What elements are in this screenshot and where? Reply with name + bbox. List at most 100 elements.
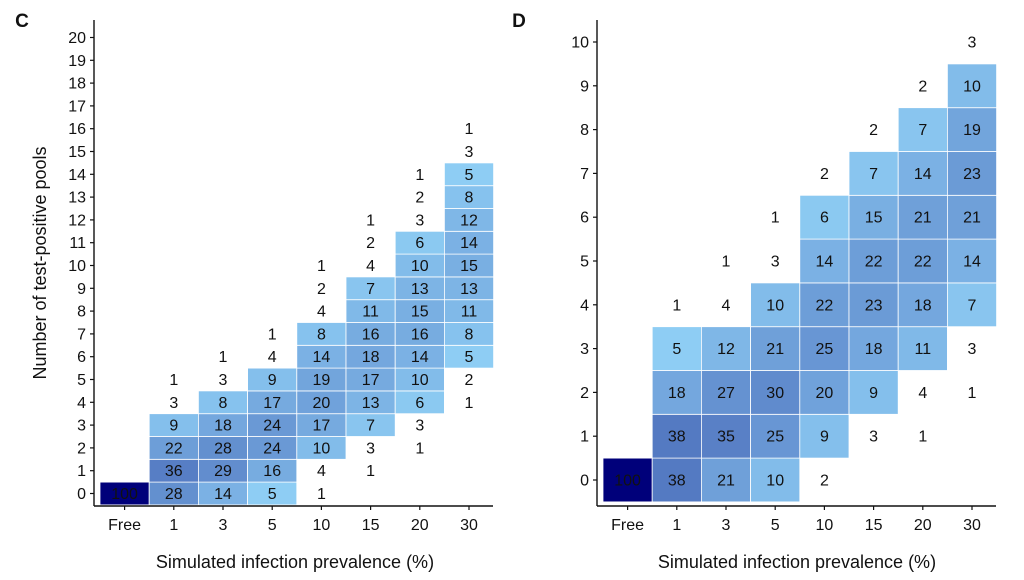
x-tick-label: 15 [362,517,380,534]
x-axis-title: Simulated infection prevalence (%) [156,552,434,572]
cell-value-label: 9 [869,385,878,402]
y-tick-label: 1 [580,429,589,446]
cell-value-label: 8 [317,326,326,343]
cell-value-label: 10 [313,440,331,457]
cell-value-label: 36 [165,463,183,480]
cell-value-label: 14 [313,349,331,366]
cell-value-label: 11 [461,304,478,321]
panel-letter: C [15,11,29,32]
y-tick-label: 10 [571,35,589,52]
cell-value-label: 3 [968,341,977,358]
heatmap-cell [701,413,752,459]
cell-value-label: 4 [317,463,326,480]
y-tick-label: 2 [580,385,589,402]
x-tick-label: 20 [411,517,429,534]
y-tick-label: 9 [580,78,589,95]
cell-value-label: 4 [268,349,277,366]
cell-value-label: 100 [614,473,641,490]
y-tick-label: 0 [580,473,589,490]
cell-value-label: 24 [263,440,281,457]
y-tick-label: 7 [77,326,86,343]
cell-value-label: 1 [672,297,681,314]
cell-value-label: 1 [415,440,424,457]
y-tick-label: 5 [580,254,589,271]
heatmap-cell [443,162,494,187]
cell-value-label: 3 [366,440,375,457]
x-tick-label: 20 [914,517,932,534]
heatmap-cell [651,326,702,371]
cell-value-label: 1 [317,258,326,275]
cell-value-label: 8 [465,326,474,343]
cell-value-label: 18 [214,418,232,435]
heatmap-cell [651,457,702,503]
cell-value-label: 5 [672,341,681,358]
cell-value-label: 10 [411,372,429,389]
y-tick-label: 8 [580,122,589,139]
cell-value-label: 21 [766,341,784,358]
heatmap-cell [897,151,948,196]
heatmap-cell [750,326,801,371]
heatmap-cell [897,326,948,371]
cell-value-label: 2 [820,166,829,183]
y-tick-label: 17 [68,98,86,115]
heatmap-cell [947,63,998,109]
cell-value-label: 13 [460,281,478,298]
heatmap-cell [750,457,801,503]
cell-value-label: 2 [465,372,474,389]
cell-value-label: 18 [914,297,932,314]
cell-value-label: 2 [415,190,424,207]
heatmap-cell [848,238,899,284]
cell-labels: 100 2836229311429281883151624241794114101… [111,121,478,503]
y-tick-label: 15 [68,144,86,161]
cell-value-label: 5 [465,349,474,366]
cell-value-label: 3 [415,212,424,229]
cell-value-label: 3 [169,395,178,412]
y-tick-label: 18 [68,76,86,93]
cell-value-label: 11 [914,341,931,358]
cell-value-label: 16 [411,326,429,343]
heatmap-cells [602,63,998,503]
cell-value-label: 1 [366,212,375,229]
cell-value-label: 29 [214,463,232,480]
y-tick-label: 0 [77,486,86,503]
x-tick-labels: Free 1 3 5 10 15 20 30 [611,506,981,534]
cell-value-label: 22 [165,440,183,457]
x-tick-labels: Free 1 3 5 10 15 20 30 [108,506,478,534]
cell-value-label: 2 [317,281,326,298]
heatmap-cell [897,282,948,328]
cell-value-label: 7 [869,166,878,183]
y-tick-label: 19 [68,53,86,70]
heatmap-cell [848,194,899,240]
x-tick-label: 3 [219,517,228,534]
x-tick-label: 3 [722,517,731,534]
y-tick-label: 12 [68,212,86,229]
cell-value-label: 17 [362,372,380,389]
cell-value-label: 7 [366,281,375,298]
cell-value-label: 23 [963,166,981,183]
x-tick-label: Free [108,517,141,534]
cell-value-label: 12 [717,341,735,358]
y-tick-label: 3 [77,418,86,435]
cell-value-label: 3 [771,254,780,271]
cell-value-label: 7 [918,122,927,139]
x-tick-label: 1 [672,517,681,534]
cell-value-label: 38 [668,473,686,490]
cell-value-label: 10 [766,473,784,490]
y-tick-label: 9 [77,281,86,298]
cell-value-label: 17 [263,395,281,412]
cell-value-label: 1 [366,463,375,480]
x-tick-label: 10 [816,517,834,534]
cell-value-label: 4 [918,385,927,402]
cell-value-label: 22 [865,254,883,271]
cell-value-label: 16 [263,463,281,480]
cell-value-label: 27 [717,385,735,402]
cell-value-label: 38 [668,429,686,446]
cell-value-label: 1 [465,121,474,138]
heatmap-cell [947,282,998,328]
heatmap-cell [897,238,948,284]
cell-value-label: 3 [415,418,424,435]
